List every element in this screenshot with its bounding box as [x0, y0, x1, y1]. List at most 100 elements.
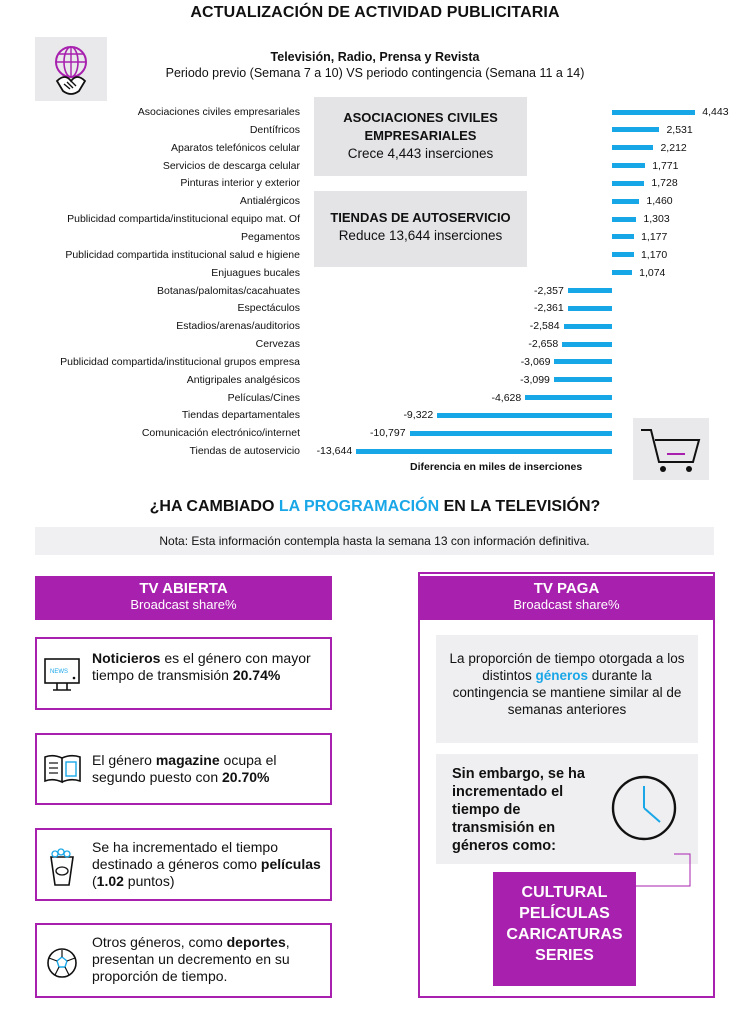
- book-icon: [44, 754, 81, 784]
- category-label: Pegamentos: [241, 230, 300, 243]
- category-label: Pinturas interior y exterior: [180, 177, 300, 190]
- tv-abierta-header: TV ABIERTA Broadcast share%: [35, 576, 332, 620]
- value-label: -2,658: [528, 338, 559, 351]
- tv-news-icon: NEWS: [44, 658, 80, 691]
- value-label: 1,728: [651, 177, 678, 190]
- value-label: 1,771: [652, 159, 679, 172]
- tv-paga-panel: [418, 572, 715, 998]
- bar: [612, 180, 645, 186]
- section-title-highlight: LA PROGRAMACIÓN: [278, 498, 440, 515]
- value-label: -3,069: [520, 355, 551, 368]
- popcorn-icon: [50, 848, 74, 886]
- tv-paga-paragraph: La proporción de tiempo otorgada a los d…: [436, 635, 698, 743]
- handshake-globe-icon: [55, 46, 87, 95]
- category-label: Aparatos telefónicos celular: [171, 141, 300, 154]
- cart-icon-box: [633, 418, 709, 480]
- value-label: 4,443: [702, 106, 729, 118]
- genre-item: SERIES: [535, 947, 594, 964]
- card-deportes: Otros géneros, como deportes, presentan …: [35, 923, 332, 998]
- shopping-cart-icon: [641, 429, 701, 472]
- category-label: Espectáculos: [237, 302, 300, 315]
- bar: [612, 145, 654, 151]
- category-label: Servicios de descarga celular: [162, 159, 300, 172]
- chart-subtitle-bold: Televisión, Radio, Prensa y Revista: [270, 50, 480, 64]
- card-magazine-text: El género magazine ocupa el segundo pues…: [92, 752, 277, 785]
- bar: [563, 323, 612, 329]
- category-label: Publicidad compartida/institucional equi…: [67, 213, 300, 226]
- value-label: -3,099: [520, 373, 550, 386]
- bar: [612, 216, 637, 222]
- genre-item: CULTURAL: [521, 884, 608, 901]
- bar: [612, 234, 635, 240]
- x-axis-title: Diferencia en miles de inserciones: [410, 461, 583, 473]
- category-label: Cervezas: [255, 338, 300, 351]
- card-noticieros-text: Noticieros es el género con mayor tiempo…: [92, 650, 311, 683]
- tv-paga-increase-box: Sin embargo, se ha incrementado el tiemp…: [436, 754, 698, 864]
- callout-growth-text: Crece 4,443 inserciones: [347, 146, 494, 161]
- category-label: Antialérgicos: [239, 195, 300, 208]
- value-label: -4,628: [491, 391, 522, 404]
- genre-item: PELÍCULAS: [519, 905, 610, 922]
- value-label: -9,322: [403, 409, 434, 422]
- tv-paga-title: TV PAGA: [533, 580, 600, 597]
- card-peliculas: Se ha incrementado el tiempo destinado a…: [35, 828, 332, 901]
- card-magazine: El género magazine ocupa el segundo pues…: [35, 733, 332, 805]
- tv-abierta-subtitle: Broadcast share%: [130, 597, 237, 612]
- callout-decline-text: Reduce 13,644 inserciones: [338, 228, 503, 243]
- value-label: 1,303: [643, 213, 670, 226]
- category-label: Enjuagues bucales: [211, 266, 300, 279]
- value-label: 1,074: [639, 266, 666, 279]
- value-label: 1,170: [640, 248, 668, 261]
- category-label: Publicidad compartida/institucional grup…: [60, 355, 300, 368]
- svg-text:NEWS: NEWS: [50, 669, 68, 675]
- note-bar: Nota: Esta información contempla hasta l…: [35, 527, 714, 555]
- category-label: Estadios/arenas/auditorios: [176, 320, 300, 333]
- genre-item: CARICATURAS: [506, 926, 623, 943]
- genres-box: CULTURAL PELÍCULAS CARICATURAS SERIES: [493, 872, 636, 986]
- bar: [612, 270, 633, 276]
- value-label: 1,460: [646, 195, 673, 208]
- value-label: 2,531: [666, 123, 693, 136]
- category-label: Publicidad compartida institucional salu…: [65, 248, 300, 261]
- page-title: ACTUALIZACIÓN DE ACTIVIDAD PUBLICITARIA: [190, 4, 560, 21]
- generos-highlight: géneros: [535, 668, 588, 683]
- bar: [437, 412, 612, 418]
- card-peliculas-text: Se ha incrementado el tiempo destinado a…: [92, 839, 321, 889]
- value-label: -2,584: [529, 320, 560, 333]
- category-label: Dentífricos: [249, 123, 300, 136]
- handshake-globe-icon-box: [35, 37, 107, 101]
- category-label: Comunicación electrónico/internet: [141, 427, 300, 440]
- value-label: 2,212: [660, 141, 687, 154]
- tv-abierta-title: TV ABIERTA: [139, 580, 228, 597]
- bar: [562, 341, 612, 347]
- soccer-ball-icon: [47, 948, 77, 978]
- bar: [553, 377, 612, 383]
- category-label: Botanas/palomitas/cacahuates: [156, 284, 300, 297]
- tv-paga-header: TV PAGA Broadcast share%: [418, 576, 715, 620]
- chart-subtitle: Periodo previo (Semana 7 a 10) VS period…: [165, 66, 585, 80]
- value-label: -10,797: [369, 427, 406, 440]
- bar: [567, 305, 612, 311]
- tv-paga-subtitle: Broadcast share%: [513, 597, 620, 612]
- bar: [612, 252, 634, 258]
- category-label: Tiendas departamentales: [181, 409, 300, 422]
- category-label: Antigripales analgésicos: [186, 373, 300, 386]
- bar: [612, 163, 646, 169]
- section-title: ¿HA CAMBIADO LA PROGRAMACIÓN EN LA TELEV…: [149, 498, 601, 515]
- callout-growth: ASOCIACIONES CIVILES EMPRESARIALES Crece…: [314, 97, 527, 176]
- value-label: -13,644: [316, 445, 353, 458]
- card-deportes-text: Otros géneros, como deportes, presentan …: [92, 934, 290, 984]
- bar: [612, 109, 696, 115]
- bar: [525, 395, 612, 401]
- bar: [567, 288, 612, 293]
- callout-growth-title: ASOCIACIONES CIVILES EMPRESARIALES: [343, 110, 498, 143]
- tv-paga-increase-text: Sin embargo, se ha incrementado el tiemp…: [452, 766, 585, 854]
- value-label: -2,357: [534, 284, 564, 297]
- bar: [409, 430, 612, 436]
- value-label: -2,361: [533, 302, 564, 315]
- category-label: Películas/Cines: [227, 391, 300, 404]
- category-label: Asociaciones civiles empresariales: [137, 106, 300, 118]
- bar: [612, 198, 640, 204]
- category-label: Tiendas de autoservicio: [189, 445, 300, 458]
- card-noticieros: NEWS Noticieros es el género con mayor t…: [35, 637, 332, 710]
